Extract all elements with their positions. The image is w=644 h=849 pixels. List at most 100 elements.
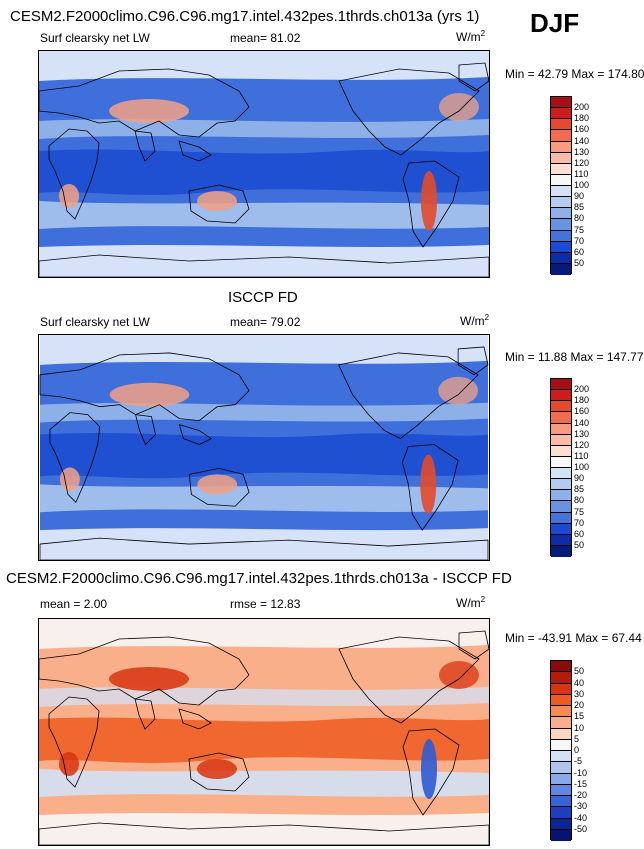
coastline (39, 68, 250, 138)
colorbar-swatch (551, 479, 571, 491)
colorbar-swatch (551, 818, 571, 830)
colorbar-swatch (551, 186, 571, 198)
panel2-colorbar (550, 378, 572, 557)
colorbar-swatch (551, 796, 571, 808)
colorbar-swatch (551, 468, 571, 480)
colorbar-tick-label: 90 (574, 191, 585, 202)
panel1-mean: mean= 81.02 (230, 31, 301, 45)
colorbar-tick-label: -20 (574, 790, 588, 800)
panel3-mean: mean = 2.00 (40, 597, 108, 611)
coastline (338, 352, 479, 440)
panel3-units: W/m2 (456, 595, 486, 610)
colorbar-tick-label: 60 (574, 246, 585, 257)
colorbar-swatch (551, 445, 571, 457)
colorbar-tick-label: 80 (574, 495, 585, 506)
coastline (134, 130, 156, 162)
colorbar-swatch (551, 141, 571, 153)
colorbar-swatch (551, 501, 571, 513)
colorbar-tick-label: 30 (574, 688, 585, 699)
panel2-variable-label: Surf clearsky net LW (40, 315, 150, 329)
panel1-title: CESM2.F2000climo.C96.C96.mg17.intel.432p… (10, 8, 480, 25)
coastline (402, 160, 460, 248)
coastline (188, 467, 250, 507)
colorbar-swatch (551, 252, 571, 264)
colorbar-swatch (551, 762, 571, 774)
colorbar-tick-label: 15 (574, 711, 585, 722)
colorbar-tick-label: 100 (574, 180, 590, 190)
colorbar-swatch (551, 412, 571, 424)
colorbar-swatch (551, 523, 571, 535)
colorbar-tick-label: 0 (574, 745, 580, 755)
coastline (338, 68, 480, 156)
colorbar-swatch (551, 728, 571, 740)
coastline (134, 698, 156, 730)
colorbar-swatch (551, 751, 571, 763)
colorbar-tick-label: -50 (574, 823, 588, 834)
colorbar-tick-label: -10 (574, 767, 588, 778)
colorbar-swatch (551, 661, 571, 673)
colorbar-tick-label: 75 (574, 506, 585, 517)
coastline (457, 346, 489, 376)
colorbar-tick-label: 50 (574, 257, 585, 268)
map-svg (39, 619, 489, 845)
panel3-title: CESM2.F2000climo.C96.C96.mg17.intel.432p… (6, 570, 512, 587)
coastline (401, 444, 459, 531)
colorbar-swatch (551, 119, 571, 131)
colorbar-swatch (551, 739, 571, 751)
colorbar-tick-label: 85 (574, 202, 585, 213)
panel3-rmse: rmse = 12.83 (230, 597, 301, 611)
colorbar-swatch (551, 108, 571, 120)
coastline (178, 424, 213, 445)
colorbar-swatch (551, 807, 571, 819)
colorbar-swatch (551, 683, 571, 695)
colorbar-swatch (551, 829, 571, 841)
colorbar-swatch (551, 241, 571, 253)
panel2-mean: mean= 79.02 (230, 315, 301, 329)
colorbar-swatch (551, 773, 571, 785)
colorbar-tick-label: 130 (574, 428, 590, 439)
panel2-units: W/m2 (460, 313, 490, 328)
colorbar-swatch (551, 512, 571, 524)
coastline (39, 537, 489, 560)
colorbar-tick-label: 110 (574, 168, 589, 179)
colorbar-tick-label: 120 (574, 439, 590, 450)
colorbar-swatch (551, 456, 571, 468)
colorbar-swatch (551, 219, 571, 231)
colorbar-swatch (551, 423, 571, 435)
colorbar-swatch (551, 390, 571, 402)
colorbar-swatch (551, 208, 571, 220)
colorbar-swatch (551, 694, 571, 706)
colorbar-swatch (551, 152, 571, 164)
colorbar-swatch (551, 706, 571, 718)
colorbar-swatch (551, 534, 571, 546)
colorbar-tick-label: 70 (574, 235, 585, 246)
panel3-colorbar (550, 660, 572, 841)
colorbar-swatch (551, 784, 571, 796)
map-svg (39, 51, 489, 277)
colorbar-swatch (551, 717, 571, 729)
colorbar-tick-label: 90 (574, 473, 585, 484)
season-label: DJF (530, 8, 580, 38)
coastline (48, 696, 100, 788)
colorbar-swatch (551, 163, 571, 175)
coastline (48, 128, 100, 220)
colorbar-tick-label: 100 (574, 462, 590, 472)
coastline (178, 708, 212, 730)
coastline (402, 728, 460, 816)
colorbar-tick-label: 85 (574, 484, 585, 495)
colorbar-tick-label: 200 (574, 384, 590, 395)
panel3-minmax: Min = -43.91 Max = 67.44 (505, 631, 642, 645)
colorbar-tick-label: 120 (574, 157, 590, 168)
colorbar-tick-label: -5 (574, 756, 583, 767)
coastline (39, 352, 250, 422)
coastline (39, 636, 250, 706)
colorbar-swatch (551, 97, 571, 109)
coastline (135, 414, 156, 446)
colorbar-swatch (551, 672, 571, 684)
coastline (338, 636, 480, 724)
colorbar-tick-label: 20 (574, 700, 585, 710)
panel1-colorbar (550, 96, 572, 275)
colorbar-tick-label: 70 (574, 517, 585, 528)
coastline (188, 184, 250, 224)
coastline (178, 140, 212, 162)
